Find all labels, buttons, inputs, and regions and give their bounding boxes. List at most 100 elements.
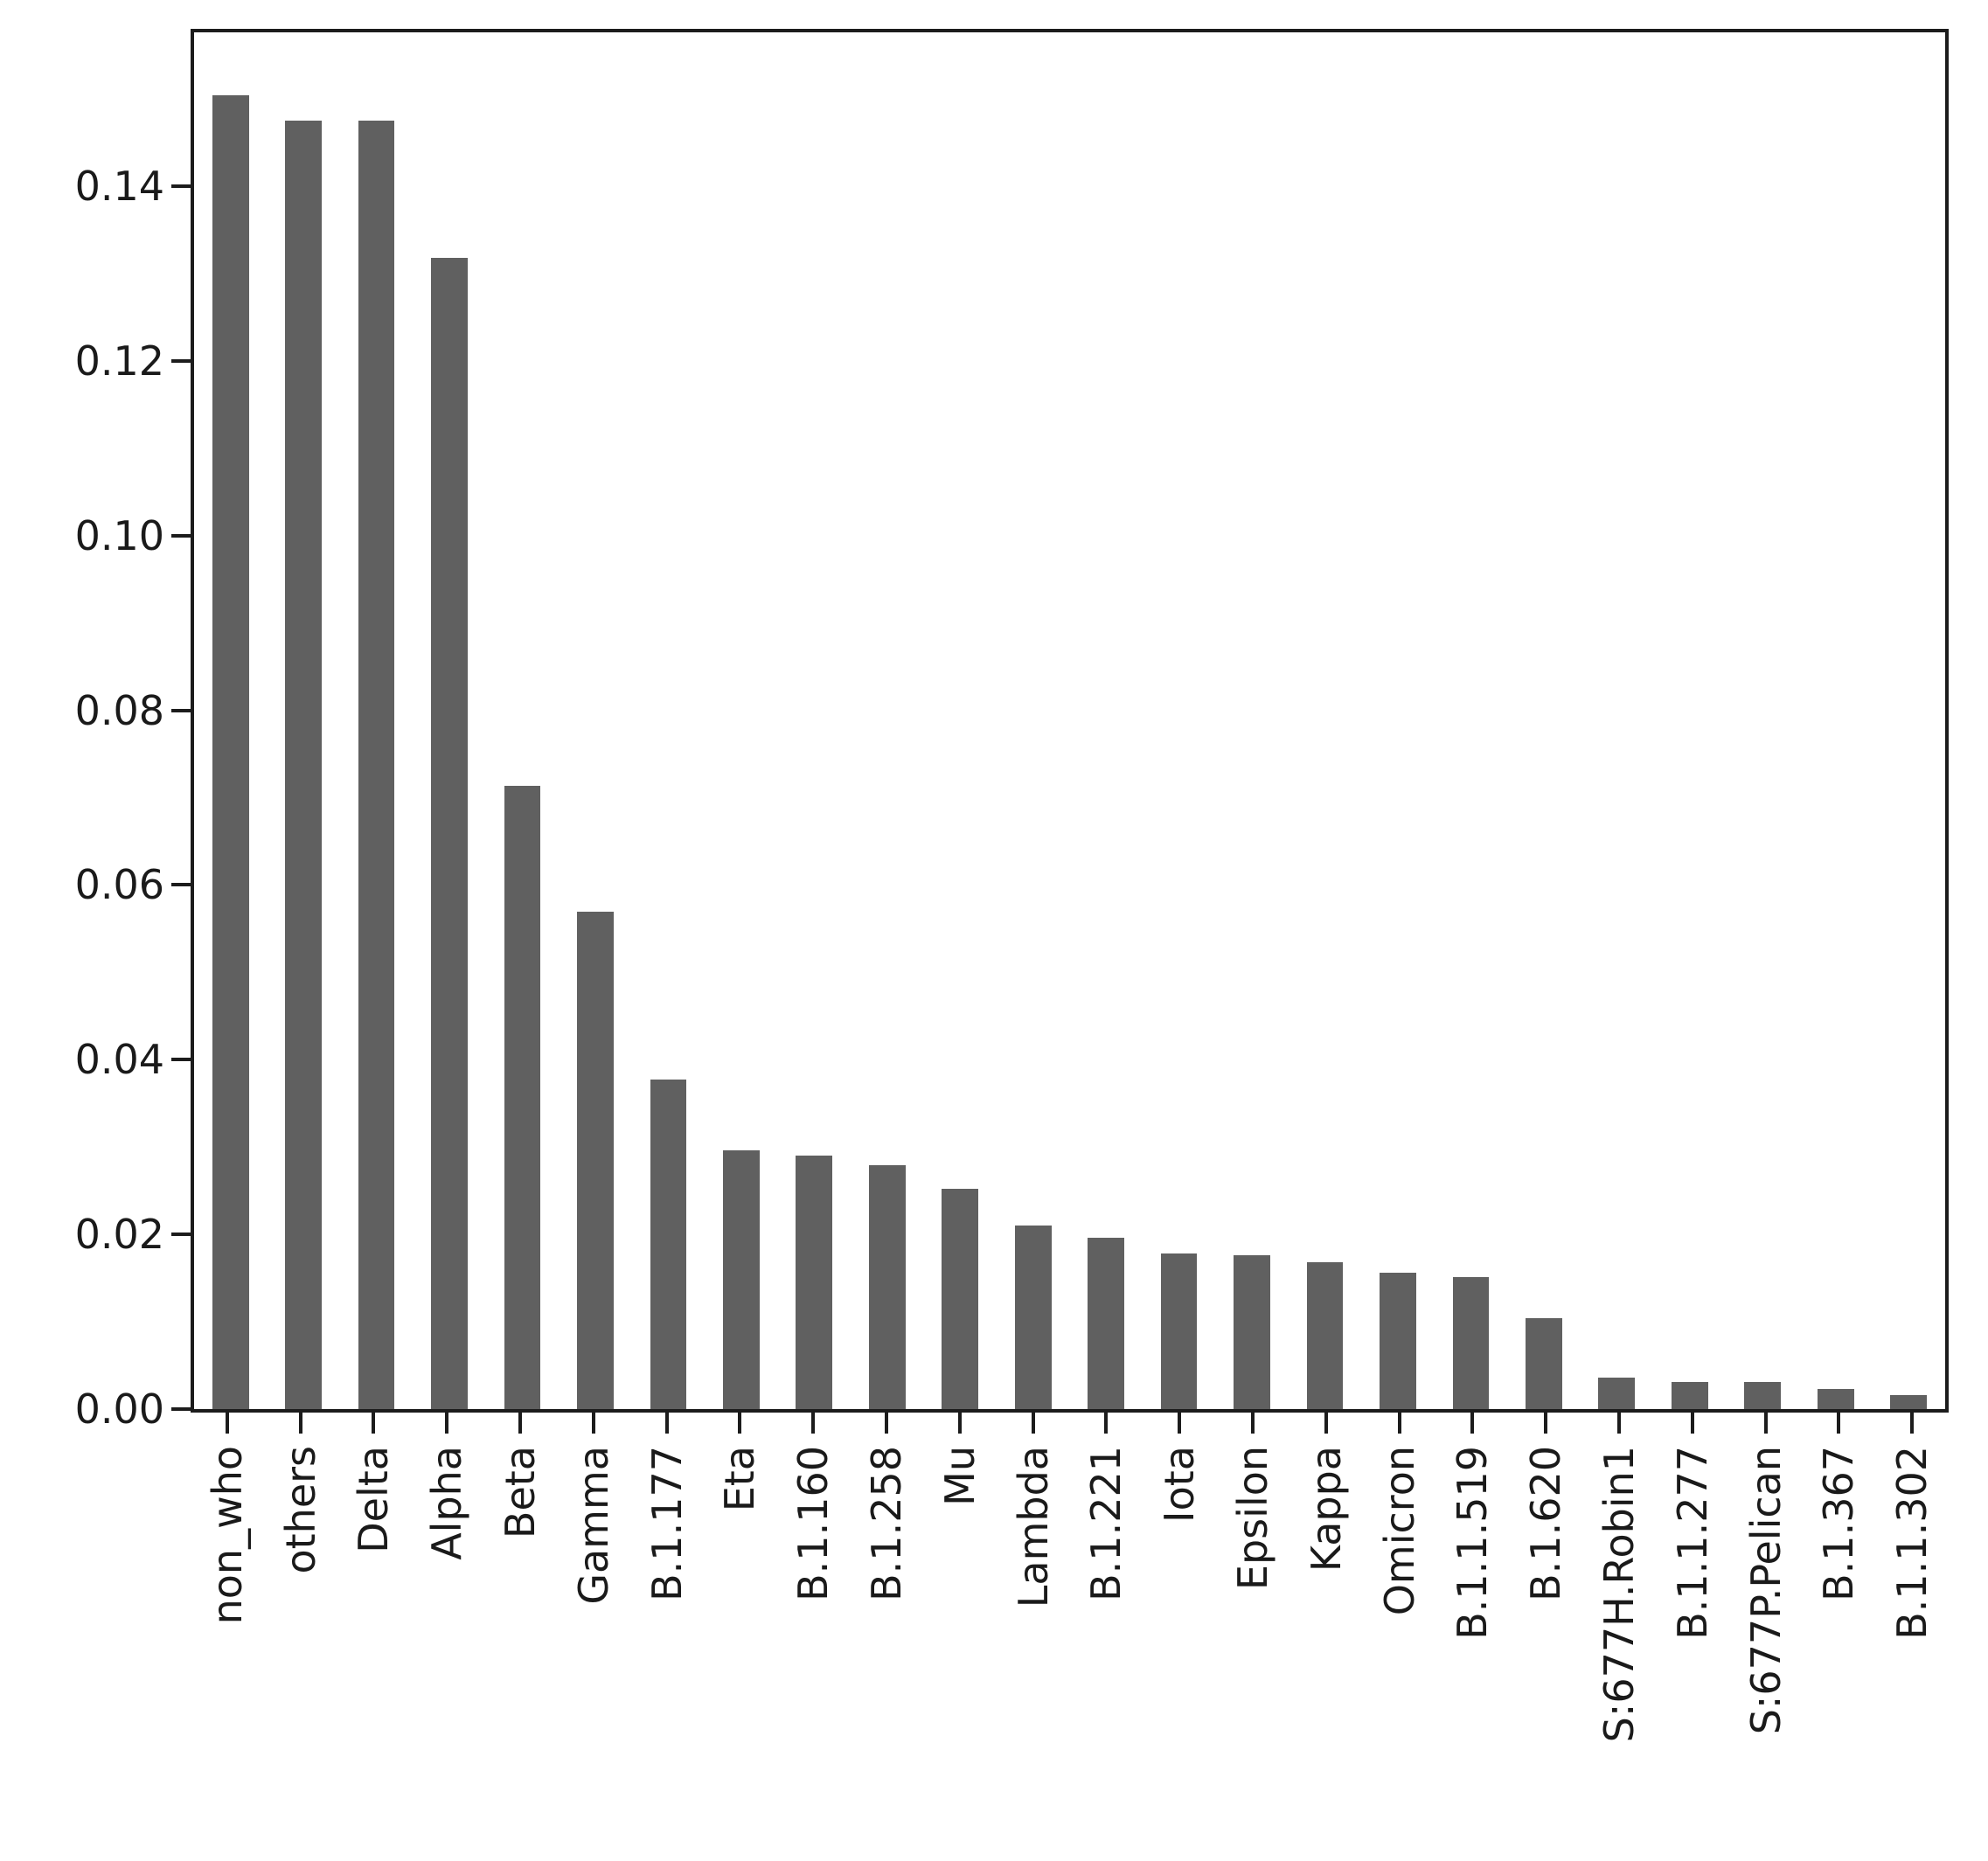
bar-slot xyxy=(851,32,923,1409)
y-tick-mark xyxy=(171,1233,191,1236)
x-tick-slot xyxy=(1656,1411,1729,1434)
bar-slot xyxy=(1215,32,1288,1409)
x-label-slot: B.1.1.519 xyxy=(1436,1446,1510,1857)
bar-Gamma xyxy=(577,912,614,1409)
bar-B.1.258 xyxy=(868,1165,906,1409)
x-tick-label-S:677P.Pelican: S:677P.Pelican xyxy=(1741,1446,1790,1735)
x-tick-mark xyxy=(1690,1411,1694,1434)
x-tick-mark xyxy=(225,1411,229,1434)
x-tick-label-Omicron: Omicron xyxy=(1375,1446,1423,1616)
bar-slot xyxy=(778,32,851,1409)
bar-slot xyxy=(924,32,997,1409)
x-tick-label-B.1.367: B.1.367 xyxy=(1815,1446,1863,1601)
x-label-slot: B.1.177 xyxy=(630,1446,704,1857)
x-tick-mark xyxy=(1910,1411,1915,1434)
y-tick-mark xyxy=(171,184,191,188)
y-tick-mark xyxy=(171,1058,191,1061)
bar-Kappa xyxy=(1306,1262,1344,1409)
y-tick-label: 0.06 xyxy=(74,861,164,908)
x-tick-mark xyxy=(445,1411,449,1434)
bar-Delta xyxy=(358,121,395,1409)
x-label-slot: Beta xyxy=(483,1446,557,1857)
y-tick-mark xyxy=(171,709,191,712)
y-tick-label: 0.08 xyxy=(74,687,164,734)
x-tick-slot xyxy=(191,1411,264,1434)
x-tick-mark xyxy=(298,1411,302,1434)
bar-slot xyxy=(1507,32,1580,1409)
x-tick-label-Epsilon: Epsilon xyxy=(1229,1446,1277,1591)
x-label-slot: Gamma xyxy=(557,1446,630,1857)
bar-B.1.177 xyxy=(650,1080,687,1409)
bar-B.1.367 xyxy=(1817,1389,1854,1409)
y-tick-mark xyxy=(171,1407,191,1411)
x-tick-slot xyxy=(923,1411,997,1434)
bar-slot xyxy=(267,32,339,1409)
x-tick-mark xyxy=(1251,1411,1255,1434)
x-tick-label-B.1.620: B.1.620 xyxy=(1522,1446,1570,1601)
x-label-slot: non_who xyxy=(191,1446,264,1857)
y-tick-mark xyxy=(171,883,191,886)
x-tick-label-B.1.1.277: B.1.1.277 xyxy=(1668,1446,1716,1640)
x-tick-slot xyxy=(850,1411,923,1434)
y-tick-mark xyxy=(171,534,191,538)
x-tick-label-B.1.1.302: B.1.1.302 xyxy=(1888,1446,1936,1640)
x-tick-slot xyxy=(776,1411,850,1434)
bar-B.1.1.302 xyxy=(1890,1395,1927,1409)
y-tick-label: 0.04 xyxy=(74,1036,164,1083)
bar-slot xyxy=(1581,32,1653,1409)
y-tick-label: 0.14 xyxy=(74,163,164,210)
bar-slot xyxy=(1143,32,1215,1409)
x-tick-slot xyxy=(1729,1411,1803,1434)
x-tick-slot xyxy=(483,1411,557,1434)
x-tick-mark xyxy=(664,1411,669,1434)
x-tick-label-Alpha: Alpha xyxy=(423,1446,471,1560)
x-tick-slot xyxy=(264,1411,337,1434)
y-tick-mark xyxy=(171,359,191,363)
x-tick-slot xyxy=(410,1411,483,1434)
x-label-slot: Epsilon xyxy=(1216,1446,1289,1857)
x-tick-mark xyxy=(1031,1411,1035,1434)
x-label-slot: Iota xyxy=(1143,1446,1216,1857)
x-label-slot: Omicron xyxy=(1363,1446,1436,1857)
x-tick-label-B.1.1.519: B.1.1.519 xyxy=(1449,1446,1497,1640)
x-label-slot: Alpha xyxy=(410,1446,483,1857)
x-tick-mark xyxy=(885,1411,889,1434)
x-tick-mark xyxy=(1837,1411,1841,1434)
x-tick-slot xyxy=(1875,1411,1949,1434)
x-tick-label-S:677H.Robin1: S:677H.Robin1 xyxy=(1595,1446,1644,1743)
bar-slot xyxy=(559,32,631,1409)
bar-slot xyxy=(486,32,559,1409)
bar-Alpha xyxy=(431,258,468,1409)
x-label-slot: Mu xyxy=(923,1446,997,1857)
x-tick-slot xyxy=(1803,1411,1876,1434)
x-tick-mark xyxy=(1178,1411,1182,1434)
x-tick-label-Kappa: Kappa xyxy=(1302,1446,1350,1573)
bar-Epsilon xyxy=(1234,1255,1270,1409)
x-label-slot: Delta xyxy=(337,1446,411,1857)
x-tick-slot xyxy=(337,1411,411,1434)
x-tick-mark xyxy=(1617,1411,1622,1434)
y-tick-label: 0.00 xyxy=(74,1385,164,1433)
bar-slot xyxy=(1435,32,1507,1409)
x-tick-label-Delta: Delta xyxy=(350,1446,398,1553)
x-tick-slot xyxy=(1509,1411,1582,1434)
bar-B.1.160 xyxy=(796,1156,833,1409)
x-tick-label-others: others xyxy=(276,1446,324,1574)
x-tick-slot xyxy=(1363,1411,1436,1434)
x-tick-mark xyxy=(518,1411,523,1434)
x-label-slot: B.1.1.277 xyxy=(1656,1446,1729,1857)
bar-non_who xyxy=(212,95,249,1409)
x-tick-label-Beta: Beta xyxy=(497,1446,545,1539)
x-tick-label-B.1.258: B.1.258 xyxy=(863,1446,911,1601)
bar-slot xyxy=(705,32,777,1409)
x-tick-slot xyxy=(704,1411,777,1434)
x-tick-mark xyxy=(738,1411,742,1434)
x-label-slot: B.1.160 xyxy=(776,1446,850,1857)
x-tick-slot xyxy=(1436,1411,1510,1434)
x-tick-mark xyxy=(1544,1411,1548,1434)
bar-B.1.221 xyxy=(1088,1238,1125,1409)
x-tick-slot xyxy=(557,1411,630,1434)
bars-container xyxy=(194,32,1945,1409)
bar-slot xyxy=(194,32,267,1409)
